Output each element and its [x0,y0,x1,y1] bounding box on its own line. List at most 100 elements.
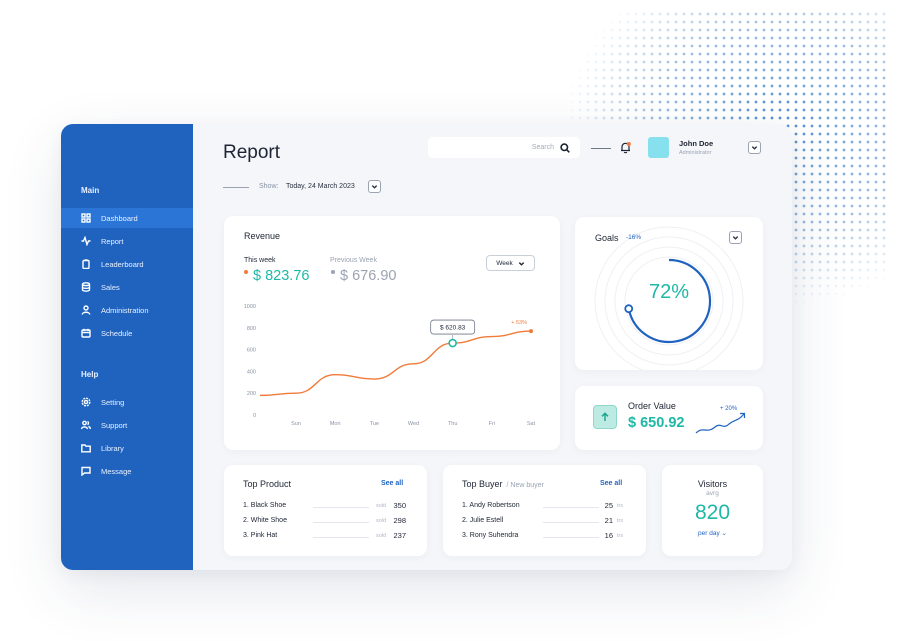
row-divider [543,507,599,508]
sidebar-item-schedule[interactable]: Schedule [61,323,193,343]
y-tick-label: 800 [247,326,256,332]
sidebar-item-label: Report [101,236,124,246]
folder-icon [81,444,91,453]
dashboard-window: Main Dashboard Report Leaderboard Sales … [61,124,792,570]
top-buyer-title-wrap: Top Buyer / New buyer [462,479,544,489]
show-label: Show: [259,183,279,190]
sidebar-section-help: Help [81,370,99,379]
date-dropdown-button[interactable] [368,180,381,193]
revenue-card: Revenue This week Previous Week $ 823.76… [224,216,560,450]
decorative-ring [624,256,714,346]
goals-progress-ring [594,226,744,370]
list-item-name: 1. Andy Robertson [462,502,520,509]
chevron-down-icon [518,261,524,266]
user-menu-button[interactable] [748,141,761,154]
sidebar-item-administration[interactable]: Administration [61,300,193,320]
visitors-value: 820 [694,501,731,524]
list-item-name: 3. Pink Hat [243,532,278,539]
sidebar-item-library[interactable]: Library [61,438,193,458]
previous-week-value: $ 676.90 [340,268,397,284]
list-item-unit: sold [376,518,387,524]
x-tick-label: Tue [370,421,379,427]
highlight-tooltip-label: $ 620.83 [440,325,466,332]
grid-icon [81,213,91,223]
row-divider [313,537,369,538]
sidebar-item-message[interactable]: Message [61,461,193,481]
list-item-name: 1. Black Shoe [243,502,287,509]
list-item-name: 3. Rony Suhendra [462,532,519,539]
gear-icon [81,397,91,407]
y-tick-label: 400 [247,369,256,375]
y-tick-label: 0 [253,413,256,419]
user-icon [81,305,91,315]
bell-icon[interactable] [619,141,632,154]
goals-percent: 72% [648,281,690,303]
end-change-label: + 53% [511,320,527,326]
period-select[interactable]: Week [486,255,535,271]
sidebar-item-label: Message [101,466,132,476]
series-end-point [529,329,533,334]
goals-progress-knob [624,304,634,314]
top-product-title: Top Product [243,479,292,489]
decorative-ring [604,236,734,366]
sidebar-item-label: Setting [101,397,125,407]
order-value-sparkline [695,412,746,434]
sidebar-item-leaderboard[interactable]: Leaderboard [61,254,193,274]
sidebar-item-label: Leaderboard [101,259,144,269]
list-item-name: 2. White Shoe [243,517,287,524]
revenue-title: Revenue [244,231,281,241]
top-buyer-see-all-link[interactable]: See all [600,480,623,487]
x-tick-label: Fri [489,421,495,427]
y-tick-label: 200 [247,391,256,397]
previous-week-dot [331,270,335,274]
show-date: Today, 24 March 2023 [286,183,355,190]
this-week-value: $ 823.76 [253,268,310,284]
order-value-delta: + 20% [720,406,738,412]
sidebar-item-support[interactable]: Support [61,415,193,435]
order-value-card: Order Value $ 650.92 + 20% [575,386,763,450]
sidebar-item-sales[interactable]: Sales [61,277,193,297]
goals-dropdown-button[interactable] [729,231,742,244]
goals-card: Goals -16% 72% [575,217,763,370]
sidebar-item-report[interactable]: Report [61,231,193,251]
top-product-see-all-link[interactable]: See all [381,480,404,487]
decorative-ring [594,226,744,370]
sidebar-item-label: Support [101,420,128,430]
sidebar-item-label: Library [101,443,124,453]
row-divider [313,522,369,523]
y-tick-label: 600 [247,348,256,354]
goals-title: Goals [595,233,619,243]
list-item-unit: trs [617,503,624,509]
visitors-period-label: per day [698,530,720,537]
goals-progress-arc [627,258,712,344]
sidebar-item-label: Sales [101,282,120,292]
sidebar-item-setting[interactable]: Setting [61,392,193,412]
top-buyer-subtitle: / New buyer [506,482,544,489]
chevron-down-icon: ⌄ [721,530,727,537]
sidebar-item-dashboard[interactable]: Dashboard [61,208,193,228]
this-week-dot [244,270,248,274]
avatar[interactable] [648,137,669,158]
chevron-down-icon [732,236,739,240]
chevron-down-icon [371,185,378,189]
user-name: John Doe [679,139,714,148]
this-week-label: This week [244,257,276,264]
decorative-ring [614,246,724,356]
row-divider [543,522,599,523]
sidebar-item-label: Schedule [101,328,133,338]
x-tick-label: Wed [408,421,419,427]
sidebar-item-label: Administration [101,305,149,315]
search-input[interactable]: Search [428,137,580,158]
visitors-period-select[interactable]: per day ⌄ [662,529,763,537]
divider [591,148,611,149]
top-buyer-card: Top Buyer / New buyer See all 1. Andy Rob… [443,465,646,556]
sidebar-item-label: Dashboard [101,213,138,223]
page-title: Report [223,142,281,163]
highlight-point [448,338,457,348]
top-buyer-title: Top Buyer [462,479,503,489]
list-item-unit: trs [617,518,624,524]
period-select-value: Week [496,259,513,267]
clipboard-icon [82,259,90,269]
search-placeholder: Search [531,144,554,151]
row-divider [543,537,599,538]
